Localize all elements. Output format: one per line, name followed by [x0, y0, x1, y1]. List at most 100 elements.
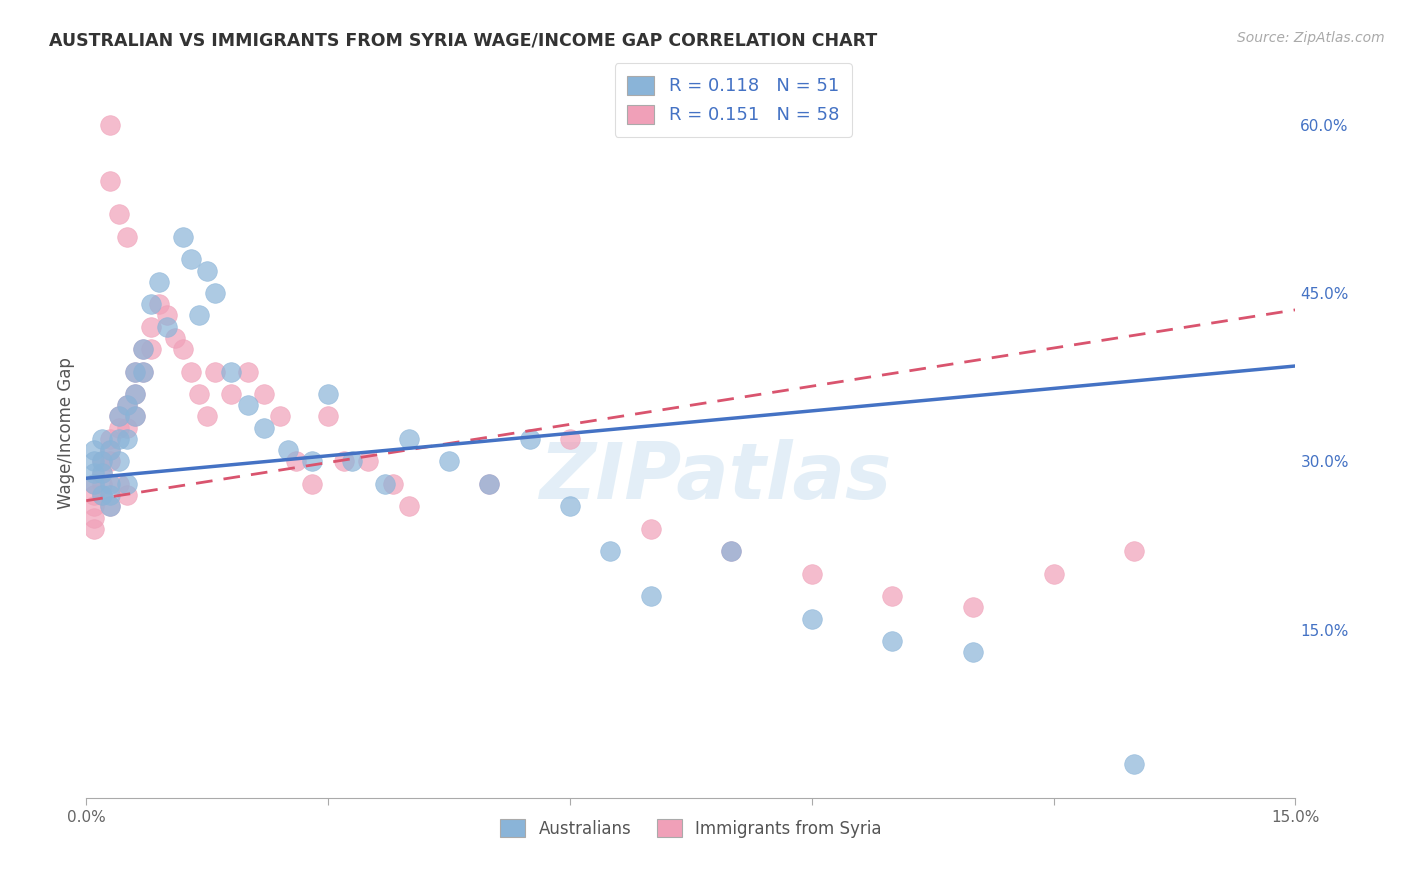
Point — [115, 476, 138, 491]
Point — [124, 409, 146, 424]
Point — [139, 297, 162, 311]
Point — [188, 309, 211, 323]
Point — [156, 309, 179, 323]
Point — [115, 421, 138, 435]
Point — [124, 409, 146, 424]
Point — [91, 476, 114, 491]
Point — [124, 387, 146, 401]
Point — [100, 488, 122, 502]
Point — [398, 432, 420, 446]
Point — [83, 476, 105, 491]
Point — [374, 476, 396, 491]
Point — [115, 432, 138, 446]
Point — [1042, 566, 1064, 581]
Point — [115, 488, 138, 502]
Point — [301, 454, 323, 468]
Point — [478, 476, 501, 491]
Point — [558, 432, 581, 446]
Point — [91, 432, 114, 446]
Point — [91, 488, 114, 502]
Point — [962, 645, 984, 659]
Point — [100, 454, 122, 468]
Point — [640, 589, 662, 603]
Point — [720, 544, 742, 558]
Point — [100, 443, 122, 458]
Point — [1123, 544, 1146, 558]
Point — [107, 454, 129, 468]
Point — [437, 454, 460, 468]
Point — [83, 488, 105, 502]
Point — [132, 342, 155, 356]
Point — [107, 421, 129, 435]
Point — [204, 365, 226, 379]
Point — [148, 297, 170, 311]
Point — [357, 454, 380, 468]
Text: ZIPatlas: ZIPatlas — [538, 439, 891, 515]
Point — [83, 476, 105, 491]
Point — [148, 275, 170, 289]
Point — [720, 544, 742, 558]
Point — [124, 387, 146, 401]
Point — [156, 319, 179, 334]
Point — [253, 387, 276, 401]
Point — [1123, 757, 1146, 772]
Point — [284, 454, 307, 468]
Point — [519, 432, 541, 446]
Point — [172, 342, 194, 356]
Point — [277, 443, 299, 458]
Point — [107, 409, 129, 424]
Point — [124, 365, 146, 379]
Point — [139, 319, 162, 334]
Point — [172, 230, 194, 244]
Point — [107, 409, 129, 424]
Text: Source: ZipAtlas.com: Source: ZipAtlas.com — [1237, 31, 1385, 45]
Point — [100, 118, 122, 132]
Point — [83, 466, 105, 480]
Point — [316, 409, 339, 424]
Point — [188, 387, 211, 401]
Point — [107, 476, 129, 491]
Point — [558, 500, 581, 514]
Legend: Australians, Immigrants from Syria: Australians, Immigrants from Syria — [494, 813, 889, 845]
Point — [91, 466, 114, 480]
Point — [180, 252, 202, 267]
Point — [204, 285, 226, 300]
Point — [115, 398, 138, 412]
Point — [195, 409, 218, 424]
Point — [253, 421, 276, 435]
Point — [100, 500, 122, 514]
Point — [132, 342, 155, 356]
Text: AUSTRALIAN VS IMMIGRANTS FROM SYRIA WAGE/INCOME GAP CORRELATION CHART: AUSTRALIAN VS IMMIGRANTS FROM SYRIA WAGE… — [49, 31, 877, 49]
Point — [269, 409, 291, 424]
Point — [83, 443, 105, 458]
Point — [83, 454, 105, 468]
Point — [100, 476, 122, 491]
Point — [882, 589, 904, 603]
Point — [107, 432, 129, 446]
Point — [301, 476, 323, 491]
Point — [100, 174, 122, 188]
Point — [124, 365, 146, 379]
Point — [115, 230, 138, 244]
Point — [221, 387, 243, 401]
Point — [882, 634, 904, 648]
Point — [91, 454, 114, 468]
Point — [107, 207, 129, 221]
Point — [236, 365, 259, 379]
Point — [962, 600, 984, 615]
Point — [236, 398, 259, 412]
Point — [100, 500, 122, 514]
Point — [83, 500, 105, 514]
Point — [132, 365, 155, 379]
Point — [398, 500, 420, 514]
Point — [316, 387, 339, 401]
Point — [342, 454, 364, 468]
Point — [100, 443, 122, 458]
Point — [115, 398, 138, 412]
Point — [180, 365, 202, 379]
Point — [640, 522, 662, 536]
Point — [91, 488, 114, 502]
Point — [91, 454, 114, 468]
Point — [100, 432, 122, 446]
Point — [478, 476, 501, 491]
